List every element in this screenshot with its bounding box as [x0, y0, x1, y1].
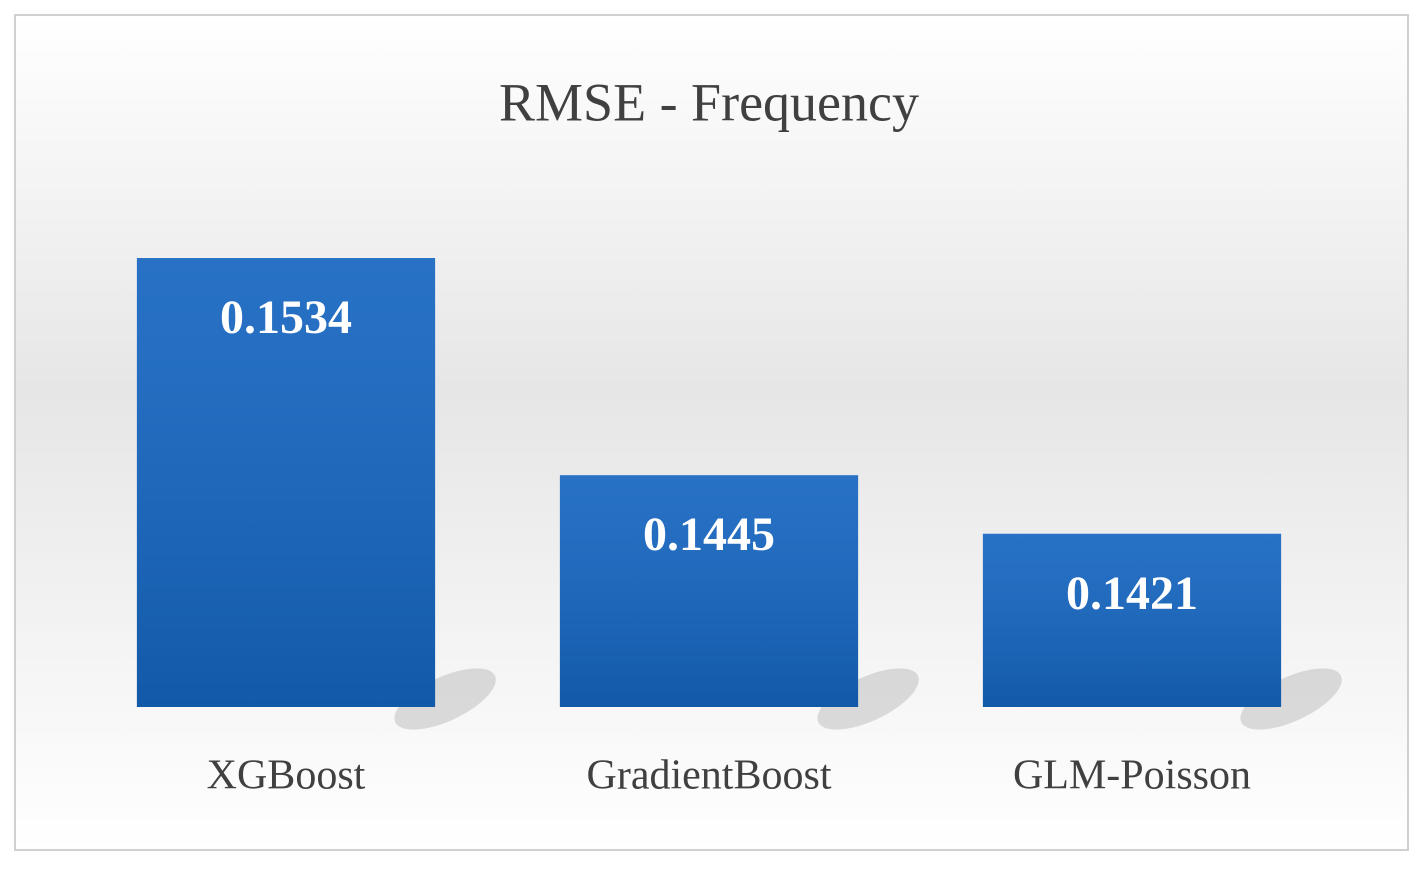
- bar-shading: [559, 475, 859, 707]
- value-label: 0.1534: [220, 291, 352, 344]
- bar-shadow: [1240, 668, 1342, 730]
- bar-shading: [136, 258, 436, 707]
- bar-shadow: [394, 668, 496, 730]
- bar-shadow: [817, 668, 919, 730]
- chart-title: RMSE - Frequency: [499, 72, 919, 132]
- x-tick-label: XGBoost: [207, 753, 366, 799]
- x-tick-label: GLM-Poisson: [1013, 753, 1251, 799]
- bar-shading: [982, 533, 1282, 707]
- value-label: 0.1421: [1066, 567, 1198, 620]
- value-label: 0.1445: [643, 508, 775, 561]
- x-tick-label: GradientBoost: [587, 753, 832, 799]
